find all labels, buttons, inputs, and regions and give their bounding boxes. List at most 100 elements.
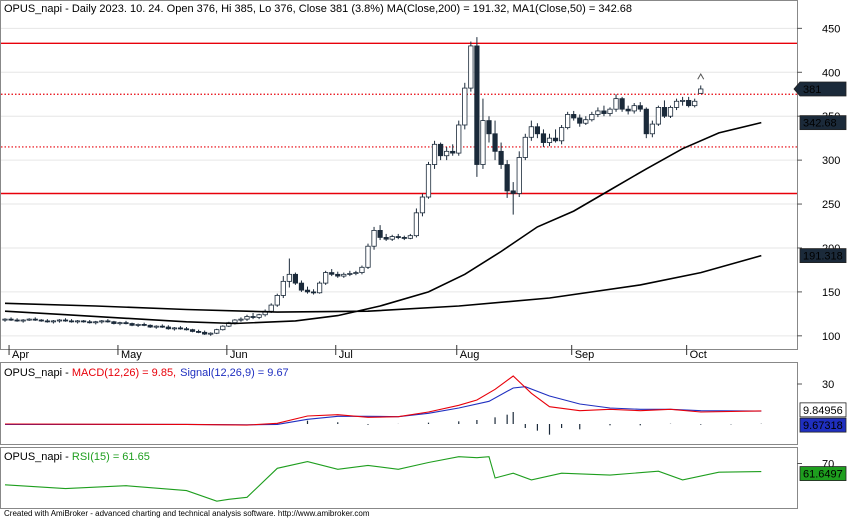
price-tick-label: 250 bbox=[822, 199, 840, 211]
month-label: Jul bbox=[339, 349, 353, 361]
last-price-tag-bg bbox=[793, 81, 847, 97]
candle-down bbox=[147, 324, 153, 328]
candle-up bbox=[692, 100, 698, 107]
price-panel-title: OPUS_napi - Daily 2023. 10. 24. Open 376… bbox=[4, 3, 632, 15]
rsi-value-tag: 61.6497 bbox=[799, 466, 847, 481]
candle-up bbox=[99, 320, 105, 323]
rsi-title-value: RSI(15) = 61.65 bbox=[72, 451, 150, 463]
candle-down bbox=[571, 114, 577, 119]
candle-up bbox=[316, 282, 323, 294]
signal-value-tag-bg bbox=[799, 417, 847, 433]
candle-up bbox=[274, 295, 280, 306]
signal-value-tag: 9.67318 bbox=[799, 417, 847, 433]
ma200-value-tag: 191.318 bbox=[799, 248, 847, 264]
price-tick-label: 450 bbox=[822, 23, 840, 35]
candle-down bbox=[510, 190, 516, 194]
price-grid bbox=[1, 27, 797, 337]
candle-down bbox=[292, 273, 299, 284]
ma50-value-tag-text: 342.68 bbox=[803, 118, 837, 130]
candle-up bbox=[655, 107, 662, 125]
candle-up bbox=[419, 196, 426, 214]
candle-up bbox=[468, 45, 474, 89]
candle-down bbox=[189, 329, 196, 332]
candle-down bbox=[159, 325, 165, 328]
candle-down bbox=[129, 323, 135, 326]
candle-up bbox=[171, 327, 177, 330]
candle-up bbox=[522, 136, 528, 158]
candlesticks bbox=[2, 37, 705, 336]
macd-value-tag: 9.84956 bbox=[799, 402, 847, 418]
candle-down bbox=[619, 98, 625, 110]
candle-down bbox=[504, 164, 510, 192]
month-label: Oct bbox=[690, 349, 707, 361]
price-panel-frame bbox=[0, 0, 798, 350]
macd-layer: 30 9.84956 9.67318 bbox=[4, 375, 847, 435]
price-tick-label: 400 bbox=[822, 67, 840, 79]
candle-up bbox=[480, 120, 486, 165]
candle-down bbox=[32, 318, 38, 321]
candle-up bbox=[214, 329, 220, 334]
candle-down bbox=[250, 316, 256, 318]
ma50-value-tag-bg bbox=[799, 115, 847, 131]
footer-credit: Created with AmiBroker - advanced charti… bbox=[4, 509, 370, 518]
macd-title-prefix: OPUS_napi - bbox=[4, 367, 72, 379]
candle-up bbox=[341, 273, 347, 277]
candle-down bbox=[38, 319, 44, 322]
candle-up bbox=[2, 318, 8, 321]
macd-title-signal: Signal(12,26,9) = 9.67 bbox=[180, 367, 289, 379]
candle-down bbox=[81, 320, 87, 323]
candle-up bbox=[244, 316, 250, 320]
rsi-title-prefix: OPUS_napi - bbox=[4, 451, 72, 463]
candle-up bbox=[680, 99, 686, 102]
ma200-line bbox=[4, 254, 762, 313]
signal-value-tag-text: 9.67318 bbox=[803, 420, 843, 432]
candle-up bbox=[559, 127, 565, 142]
candle-up bbox=[117, 322, 123, 325]
candle-up bbox=[583, 119, 589, 124]
signal-line bbox=[5, 386, 762, 426]
month-label: May bbox=[121, 349, 142, 361]
last-candle-marker bbox=[697, 73, 705, 80]
candle-up bbox=[280, 280, 286, 296]
candle-down bbox=[44, 320, 50, 323]
candle-up bbox=[75, 320, 81, 323]
candle-down bbox=[329, 272, 335, 275]
ma50-line bbox=[4, 121, 762, 325]
candle-up bbox=[26, 318, 32, 321]
candle-up bbox=[365, 245, 371, 268]
candle-up bbox=[50, 320, 57, 323]
candle-up bbox=[431, 143, 438, 165]
candle-down bbox=[450, 150, 456, 154]
price-tick-label: 150 bbox=[822, 287, 840, 299]
candle-up bbox=[613, 98, 619, 110]
candle-up bbox=[93, 321, 99, 324]
candle-up bbox=[565, 114, 571, 129]
macd-title-macd: MACD(12,26) = 9.85, bbox=[72, 367, 176, 379]
candle-up bbox=[607, 108, 613, 114]
candle-down bbox=[123, 322, 129, 325]
candle-down bbox=[661, 107, 668, 117]
price-tick-label: 300 bbox=[822, 155, 840, 167]
macd-value-tag-text: 9.84956 bbox=[803, 405, 843, 417]
candle-down bbox=[14, 319, 20, 322]
candle-up bbox=[425, 164, 432, 198]
candle-down bbox=[540, 133, 547, 143]
candle-up bbox=[208, 332, 214, 335]
candle-up bbox=[407, 235, 413, 239]
last-price-tag-text: 381 bbox=[803, 84, 821, 96]
ma200-value-tag-text: 191.318 bbox=[803, 251, 843, 263]
candle-down bbox=[87, 321, 93, 324]
candle-down bbox=[62, 319, 69, 322]
candle-up bbox=[153, 325, 159, 328]
month-label: Apr bbox=[12, 349, 29, 361]
candle-up bbox=[589, 114, 595, 121]
candle-down bbox=[686, 99, 692, 107]
macd-value-tag-bg bbox=[799, 402, 847, 418]
candle-down bbox=[111, 321, 117, 324]
candle-down bbox=[68, 320, 75, 323]
candle-down bbox=[298, 282, 305, 291]
candle-down bbox=[141, 324, 147, 326]
candle-up bbox=[20, 319, 26, 322]
candle-down bbox=[335, 273, 341, 277]
